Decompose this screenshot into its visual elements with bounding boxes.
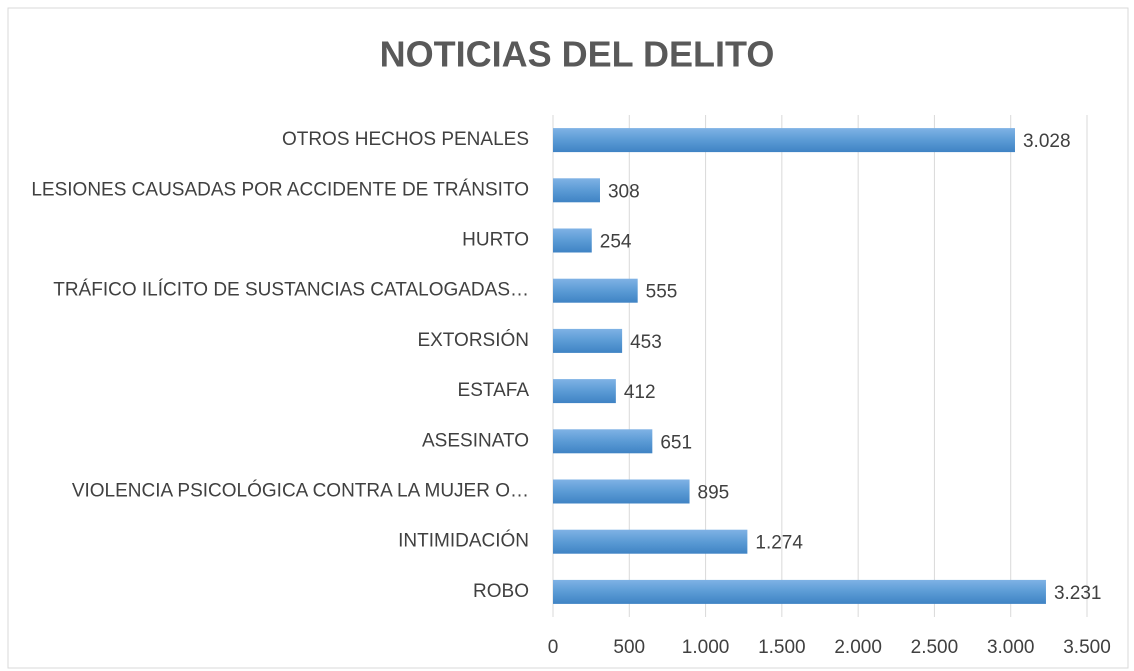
y-tick-label: HURTO [462,230,529,251]
y-tick-label: TRÁFICO ILÍCITO DE SUSTANCIAS CATALOGADA… [53,280,529,301]
y-tick-label: INTIMIDACIÓN [398,530,529,552]
data-label: 254 [600,232,632,253]
x-tick-label: 2.500 [911,637,959,658]
data-label: 3.231 [1054,583,1102,604]
data-label: 651 [660,432,692,453]
bar [553,479,690,504]
x-tick-label: 3.000 [987,637,1035,658]
x-tick-label: 2.000 [834,637,882,658]
bar [553,228,592,253]
bar [553,429,653,454]
bar [553,328,623,353]
y-tick-label: ASESINATO [422,430,529,451]
y-tick-label: LESIONES CAUSADAS POR ACCIDENTE DE TRÁNS… [31,179,529,200]
y-tick-label: EXTORSIÓN [417,329,529,351]
chart-title: NOTICIAS DEL DELITO [380,34,775,75]
data-label: 895 [698,483,730,504]
x-tick-label: 1.500 [758,637,806,658]
y-tick-label: VIOLENCIA PSICOLÓGICA CONTRA LA MUJER O… [72,480,529,502]
bar [553,579,1046,604]
y-tick-label: OTROS HECHOS PENALES [282,129,529,150]
bar [553,278,638,303]
x-tick-label: 1.000 [682,637,730,658]
bar [553,128,1015,153]
x-tick-label: 500 [613,637,645,658]
bar [553,529,748,554]
data-label: 1.274 [755,533,803,554]
data-label: 453 [630,332,662,353]
data-label: 412 [624,382,656,403]
data-label: 3.028 [1023,131,1071,152]
x-tick-label: 3.500 [1063,637,1111,658]
data-label: 308 [608,181,640,202]
data-label: 555 [646,282,678,303]
y-tick-label: ESTAFA [458,380,530,401]
bar [553,379,616,404]
y-tick-label: ROBO [473,581,529,602]
bar [553,178,600,203]
x-tick-label: 0 [548,637,559,658]
